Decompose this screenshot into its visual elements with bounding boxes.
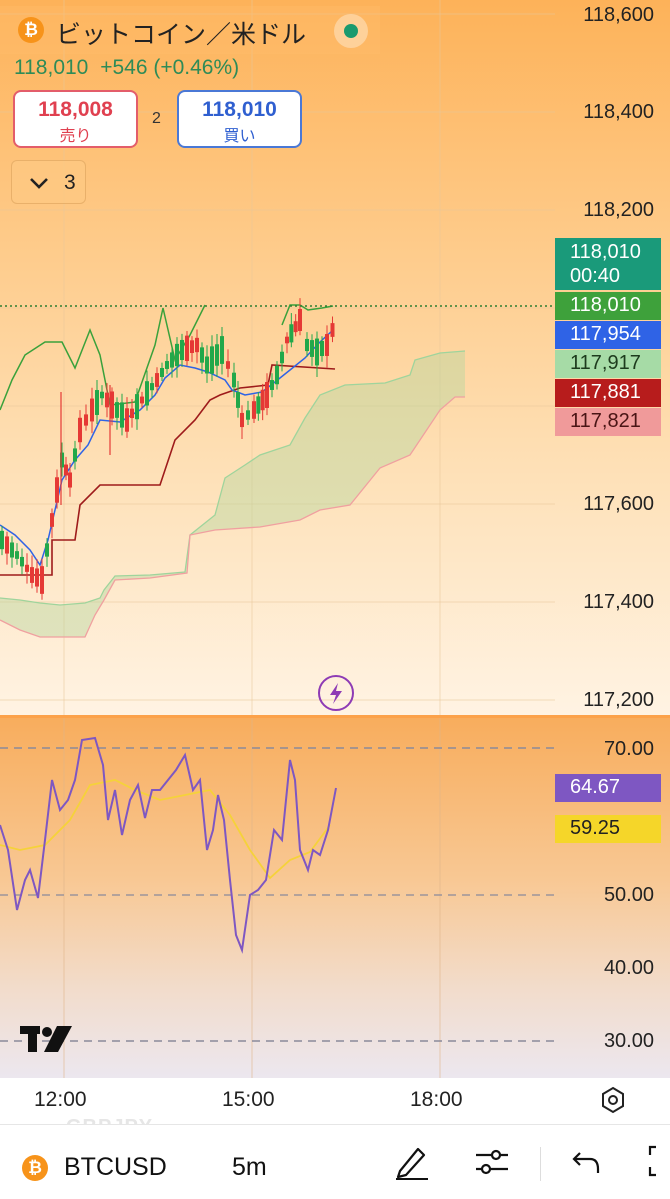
rsi-value-badge: 64.67 (555, 774, 661, 802)
price-tick: 118,600 (583, 4, 654, 26)
badge-value: 118,010 (570, 241, 641, 263)
buy-price: 118,010 (202, 98, 277, 121)
last-price: 118,010 (14, 56, 89, 79)
price-pane[interactable]: ₿ ビットコイン／米ドル 118,010 +546 (+0.46%) 118,0… (0, 0, 670, 716)
buy-button[interactable]: 118,010 買い (177, 90, 302, 148)
time-tick: 12:00 (34, 1088, 87, 1111)
indicator-count: 3 (64, 171, 76, 194)
toolbar-divider (540, 1147, 541, 1181)
rsi-line (0, 736, 337, 954)
sell-label: 売り (59, 128, 92, 145)
buy-label: 買い (223, 128, 256, 145)
sell-button[interactable]: 118,008 売り (13, 90, 138, 148)
symbol-header[interactable]: ₿ ビットコイン／米ドル (0, 6, 380, 54)
rsi-tick: 70.00 (603, 738, 654, 760)
pane-separator[interactable] (0, 715, 670, 718)
price-tick: 118,200 (583, 199, 654, 221)
price-badge: 117,954 (555, 321, 661, 349)
rsi-tick: 50.00 (603, 884, 654, 906)
time-axis[interactable]: 12:00 15:00 18:00 GBPJPY (0, 1078, 670, 1138)
undo-icon[interactable] (568, 1141, 608, 1181)
time-tick: 15:00 (222, 1088, 275, 1111)
indicator-settings-icon[interactable] (472, 1141, 512, 1181)
time-tick: 18:00 (410, 1088, 463, 1111)
price-tick: 117,600 (583, 493, 654, 515)
market-status[interactable] (334, 14, 368, 48)
symbol-title: ビットコイン／米ドル (56, 21, 307, 49)
price-tick: 118,400 (583, 101, 654, 123)
rsi-ma-line (0, 779, 331, 880)
price-badge: 117,917 (555, 350, 661, 378)
candles (0, 298, 335, 600)
indicators-toggle-button[interactable]: 3 (11, 160, 86, 204)
fullscreen-icon[interactable] (644, 1141, 670, 1181)
rsi-tick: 30.00 (603, 1030, 654, 1052)
countdown-price-badge: 118,010 00:40 (555, 238, 661, 290)
tradingview-logo-icon (20, 1026, 72, 1052)
price-badge: 118,010 (555, 292, 661, 320)
interval-button[interactable]: 5m (232, 1153, 267, 1181)
sell-price: 118,008 (38, 98, 113, 121)
price-badge: 117,881 (555, 379, 661, 407)
symbol-search-button[interactable]: BTCUSD (64, 1153, 167, 1181)
bitcoin-icon: ₿ (18, 17, 44, 43)
settings-hexagon-icon[interactable] (598, 1085, 628, 1115)
price-tick: 117,200 (583, 689, 654, 711)
price-change-row: 118,010 +546 (+0.46%) (14, 56, 239, 80)
rsi-chart (0, 718, 555, 1078)
chevron-down-icon (30, 178, 48, 189)
price-tick: 117,400 (583, 591, 654, 613)
indicator-lines (0, 304, 336, 576)
rsi-ma-badge: 59.25 (555, 815, 661, 843)
price-change: +546 (+0.46%) (100, 56, 240, 79)
spread: 2 (152, 110, 161, 127)
market-open-dot-icon (344, 24, 358, 38)
price-badge: 117,821 (555, 408, 661, 436)
bitcoin-icon: ₿ (22, 1155, 48, 1181)
price-chart[interactable] (0, 0, 670, 716)
rsi-tick: 40.00 (603, 957, 654, 979)
lightning-icon[interactable] (318, 675, 354, 711)
ichimoku-cloud (0, 350, 466, 638)
rsi-pane[interactable]: 70.00 50.00 40.00 30.00 64.67 59.25 (0, 718, 670, 1078)
badge-countdown: 00:40 (570, 265, 621, 287)
drawing-pen-icon[interactable] (392, 1141, 432, 1181)
bottom-toolbar: ₿ BTCUSD 5m (0, 1124, 670, 1199)
